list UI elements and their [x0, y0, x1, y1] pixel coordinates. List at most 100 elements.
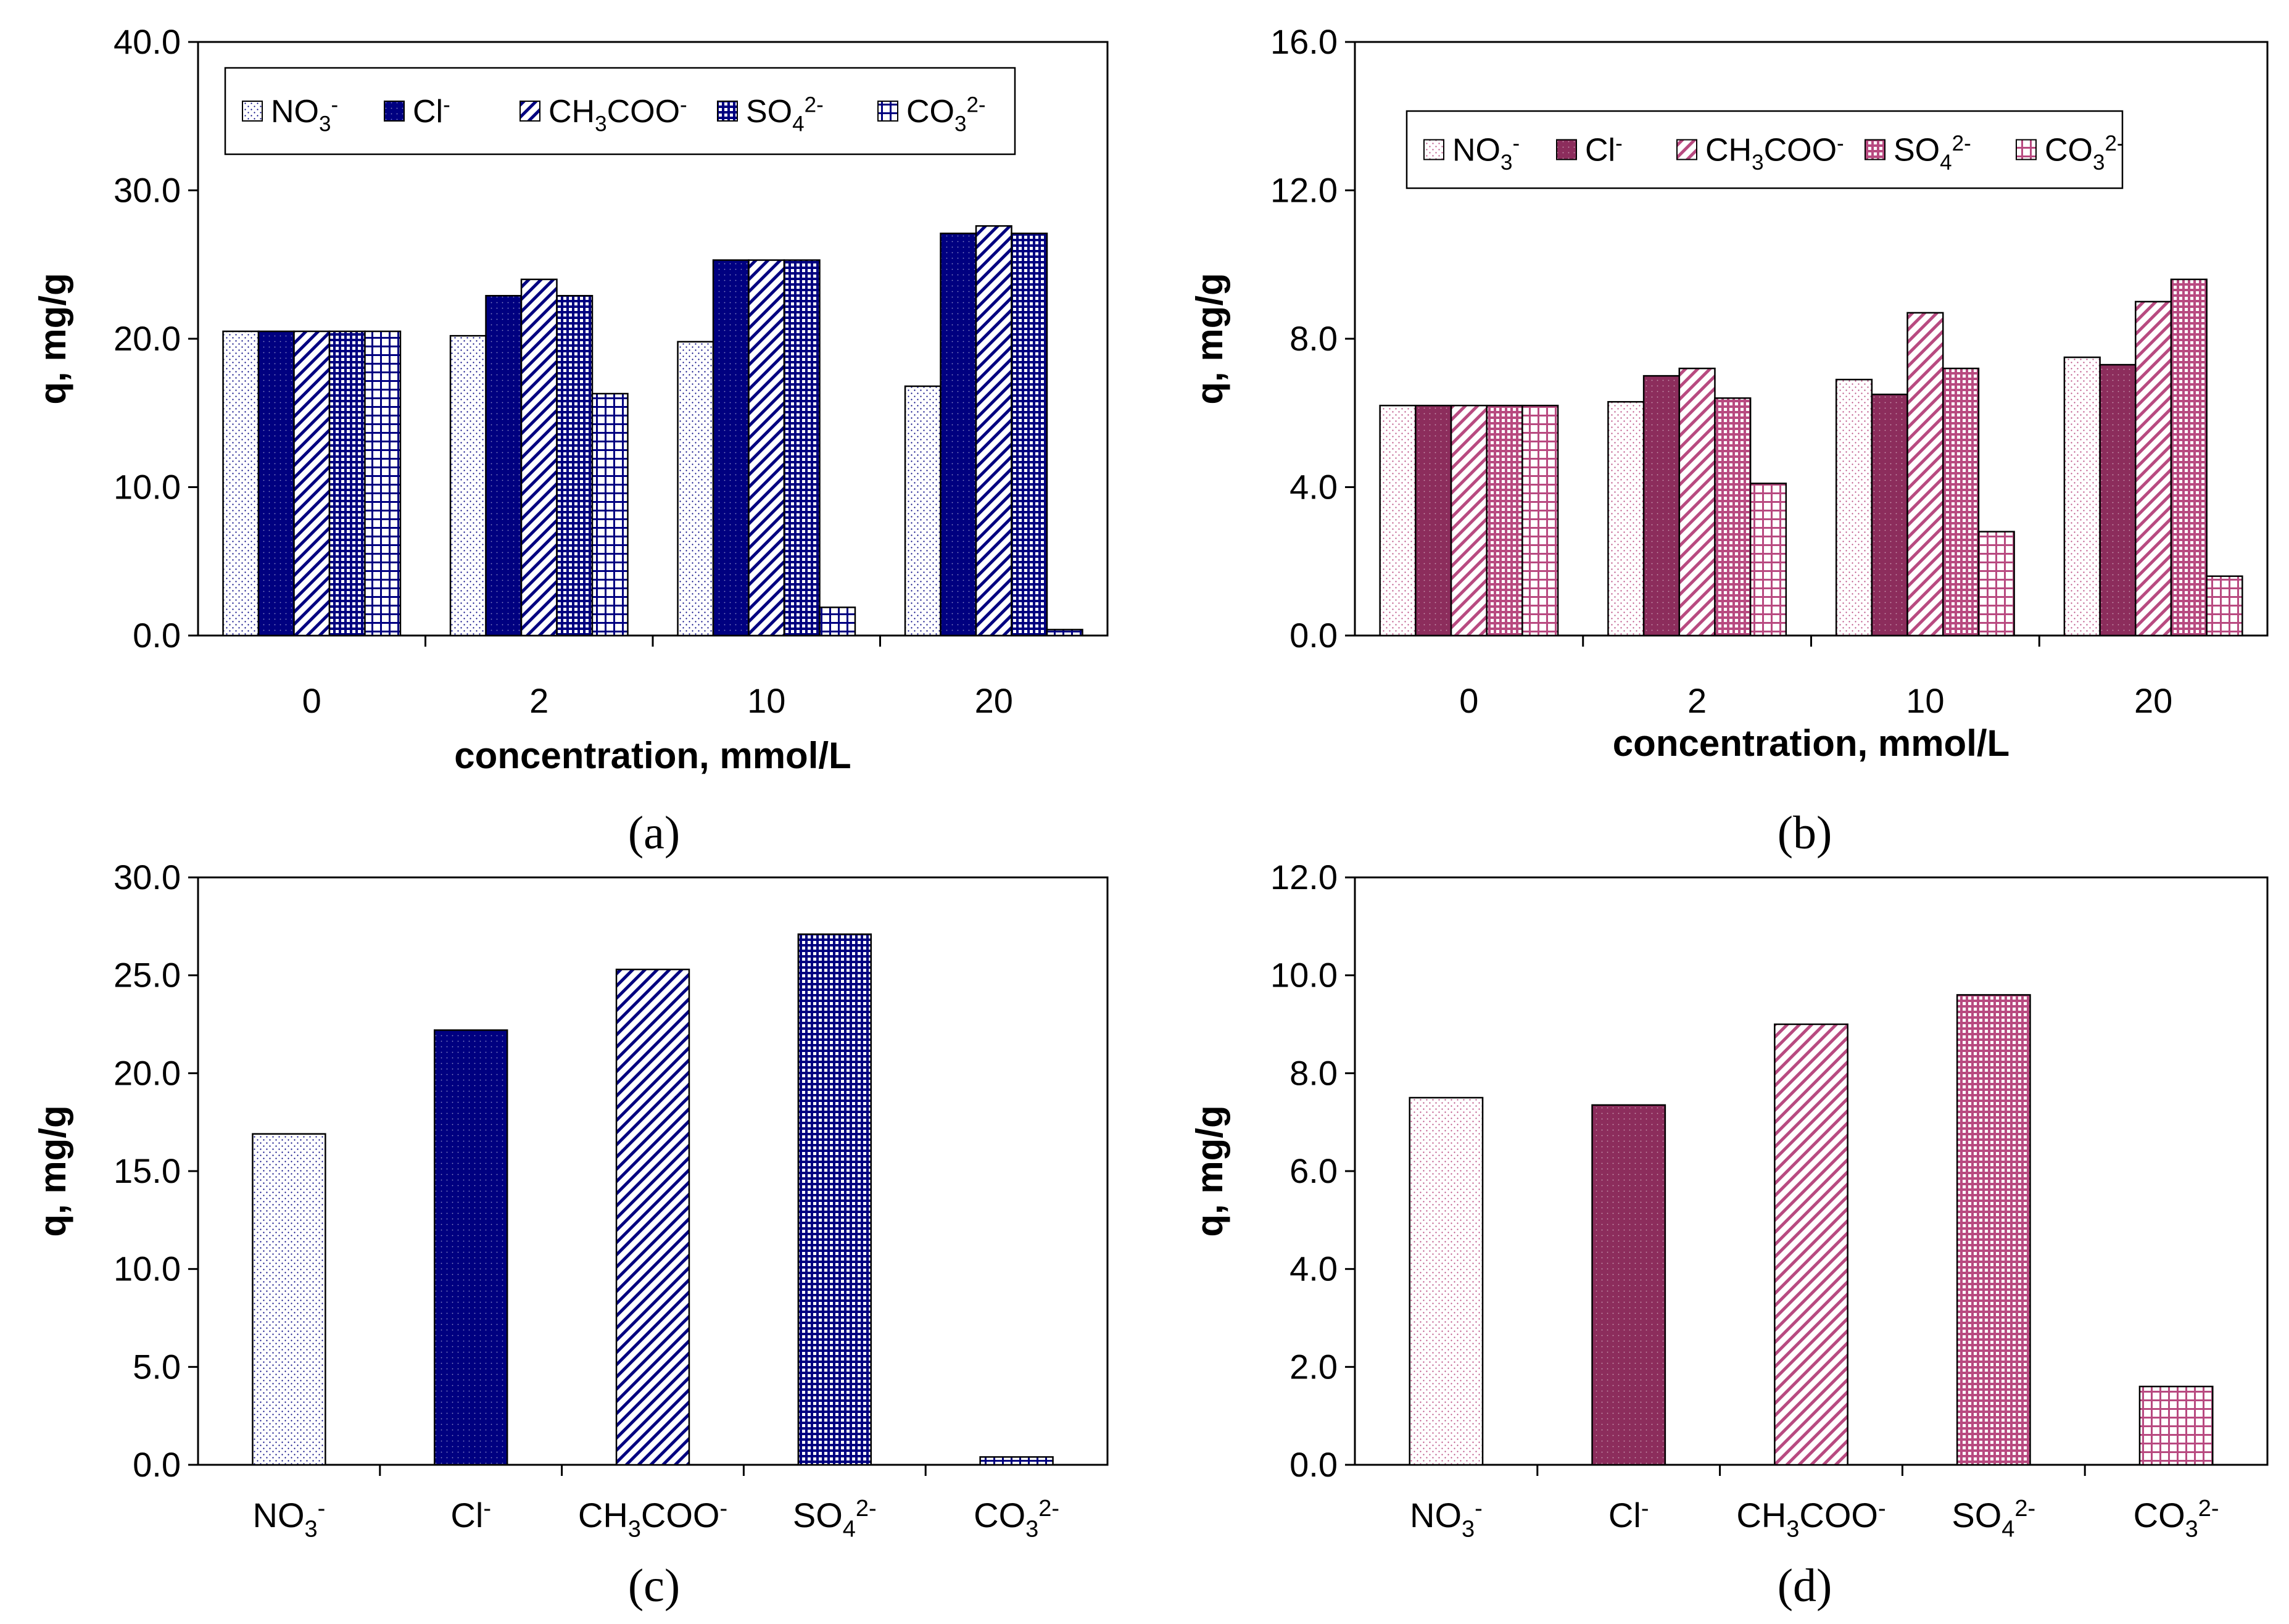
bar-0-4: [364, 330, 402, 637]
legend-swatch: [384, 101, 405, 122]
panel-label: (d): [1778, 1560, 1832, 1612]
x-tick-label: CO32-: [2134, 1496, 2219, 1543]
chart-panel-2: 0.0 4.0 8.0 12.0 16.0 q, mg/g 0 2 10 20 concentrat…: [1189, 22, 2269, 859]
bar-2-1: [485, 295, 523, 637]
x-tick-label: 20: [975, 681, 1013, 720]
y-tick-label: 6.0: [1289, 1151, 1338, 1190]
legend-swatch: [2016, 139, 2037, 160]
x-tick-label: 0: [302, 681, 321, 720]
x-tick-label: CH3COO-: [1736, 1496, 1885, 1543]
x-tick-label: Cl-: [1608, 1496, 1649, 1535]
chart-panel-4: 0.0 2.0 4.0 6.0 8.0 10.0 12.0 q, mg/g NO3- Cl- CH3…: [1189, 858, 2269, 1612]
legend-swatch: [1676, 139, 1697, 160]
y-tick-label: 2.0: [1289, 1347, 1338, 1386]
y-tick-label: 20.0: [114, 1053, 181, 1092]
y-axis-title: q, mg/g: [1189, 273, 1230, 404]
bar-10-3: [1942, 367, 1980, 637]
legend-label: Cl-: [1585, 131, 1623, 168]
bar-20-1: [2099, 363, 2137, 637]
bar-20-0: [904, 385, 942, 637]
bar-0-3: [1486, 404, 1523, 637]
x-tick-label: SO42-: [1952, 1496, 2035, 1543]
y-tick-label: 4.0: [1289, 1249, 1338, 1288]
legend-box: [1405, 110, 2124, 189]
legend-swatch: [519, 101, 540, 122]
x-tick-label: 0: [1459, 681, 1478, 720]
y-tick-label: 15.0: [114, 1151, 181, 1190]
bar-0-0: [222, 330, 260, 637]
legend-label: CH3COO-: [548, 93, 687, 136]
panel-label: (b): [1778, 807, 1832, 859]
legend-label: Cl-: [413, 93, 450, 130]
x-tick-label: CH3COO-: [578, 1496, 727, 1543]
legend-label: CO32-: [2045, 131, 2124, 175]
bar-SO42-: [1956, 994, 2031, 1466]
bar-CH3COO-: [1774, 1023, 1848, 1466]
y-tick-label: 0.0: [133, 1445, 181, 1484]
bar-2-4: [591, 392, 629, 637]
legend: NO3- Cl- CH3COO- SO42- CO32-: [1405, 110, 2124, 189]
y-axis-title: q, mg/g: [32, 273, 73, 404]
bar-2-3: [556, 295, 594, 637]
x-tick-label: 2: [529, 681, 548, 720]
bar-2-4: [1749, 483, 1787, 637]
x-tick-label: 20: [2134, 681, 2172, 720]
bar-2-0: [449, 334, 487, 637]
y-tick-label: 0.0: [133, 616, 181, 655]
x-tick-label: 10: [747, 681, 785, 720]
legend: NO3- Cl- CH3COO- SO42- CO32-: [224, 67, 1016, 155]
panel-label: (c): [628, 1560, 680, 1612]
y-axis-title: q, mg/g: [32, 1105, 73, 1237]
bar-10-1: [712, 259, 750, 637]
bar-20-2: [975, 225, 1012, 637]
bar-2-0: [1607, 400, 1645, 637]
bar-20-3: [2170, 278, 2208, 637]
bar-2-2: [1678, 367, 1716, 637]
bar-SO42-: [797, 933, 872, 1466]
bar-20-4: [2206, 575, 2243, 637]
bar-0-1: [257, 330, 295, 637]
bar-0-0: [1379, 404, 1417, 637]
x-tick-label: Cl-: [450, 1496, 491, 1535]
chart-panel-1: 0.0 10.0 20.0 30.0 40.0 q, mg/g 0 2 10 20 concentr…: [32, 22, 1109, 859]
legend-swatch: [877, 101, 898, 122]
legend-label: NO3-: [271, 93, 338, 136]
bar-20-3: [1011, 232, 1048, 637]
bar-0-2: [1450, 404, 1488, 637]
y-tick-label: 8.0: [1289, 319, 1338, 358]
legend-swatch: [1865, 139, 1885, 160]
legend-swatch: [1556, 139, 1577, 160]
x-axis-title: concentration, mmol/L: [1613, 723, 2010, 764]
bar-0-4: [1521, 404, 1559, 637]
bar-0-1: [1415, 404, 1452, 637]
chart-panel-3: 0.0 5.0 10.0 15.0 20.0 25.0 30.0 q, mg/g NO3- Cl-…: [32, 858, 1109, 1612]
x-tick-label: SO42-: [793, 1496, 877, 1543]
bar-10-1: [1871, 393, 1908, 637]
x-tick-label: NO3-: [1410, 1496, 1483, 1543]
legend-swatch: [717, 101, 738, 122]
bar-0-3: [328, 330, 366, 637]
x-tick-label: CO32-: [974, 1496, 1059, 1543]
bar-10-4: [819, 607, 856, 637]
y-tick-label: 12.0: [1270, 858, 1338, 897]
x-tick-label: NO3-: [253, 1496, 326, 1543]
legend-label: CO32-: [906, 93, 986, 136]
y-tick-label: 25.0: [114, 956, 181, 995]
x-tick-label: 2: [1687, 681, 1707, 720]
y-tick-label: 0.0: [1289, 1445, 1338, 1484]
bar-10-0: [677, 341, 714, 637]
y-tick-label: 16.0: [1270, 22, 1338, 61]
bar-10-0: [1835, 378, 1873, 637]
bar-NO3-: [252, 1133, 326, 1466]
bar-10-2: [748, 259, 785, 637]
bar-2-3: [1714, 397, 1752, 637]
bar-CO32-: [979, 1456, 1054, 1466]
bar-10-2: [1906, 312, 1944, 637]
legend-label: NO3-: [1452, 131, 1520, 175]
bar-Cl-: [1591, 1104, 1666, 1466]
x-tick-label: 10: [1906, 681, 1944, 720]
y-tick-label: 12.0: [1270, 171, 1338, 210]
y-tick-label: 40.0: [114, 22, 181, 61]
y-tick-label: 8.0: [1289, 1053, 1338, 1092]
